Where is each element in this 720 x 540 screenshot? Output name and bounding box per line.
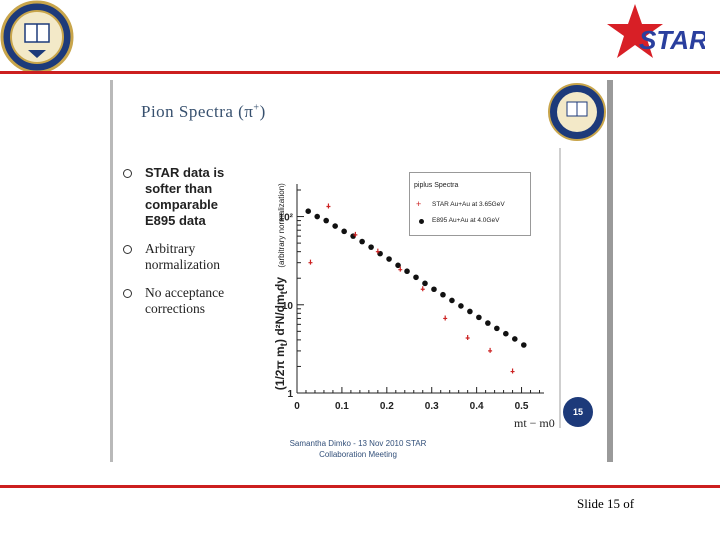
e895-data-point bbox=[422, 280, 428, 287]
x-tick-label: 0.4 bbox=[470, 401, 484, 412]
bullet-item: STAR data is softer than comparable E895… bbox=[123, 165, 251, 229]
y-tick-label: 10 bbox=[282, 301, 294, 312]
y-tick-label: 1 bbox=[287, 389, 293, 400]
star-data-point bbox=[326, 203, 331, 209]
e895-data-point bbox=[431, 286, 437, 293]
e895-data-point bbox=[413, 274, 419, 281]
bullet-item: No acceptance corrections bbox=[123, 285, 251, 317]
footer-divider bbox=[0, 485, 720, 488]
red-star-icon: STAR bbox=[607, 4, 708, 58]
legend-star-marker: + bbox=[416, 199, 422, 209]
slide-number: Slide 15 of bbox=[577, 496, 635, 511]
header-divider bbox=[0, 71, 720, 74]
e895-data-point bbox=[395, 262, 401, 269]
star-data-point bbox=[488, 347, 493, 353]
legend-entry: STAR Au+Au at 3.65GeV bbox=[432, 201, 505, 208]
star-data-point bbox=[398, 266, 403, 272]
slide-title: Pion Spectra (π+) bbox=[141, 102, 266, 121]
e895-data-point bbox=[368, 244, 374, 250]
e895-data-point bbox=[440, 291, 446, 298]
e895-data-point bbox=[314, 213, 321, 220]
star-data-point bbox=[465, 335, 470, 341]
chart-canvas: 0 0.1 0.2 0.3 0.4 0.5 1 10 10² mt − m0 bbox=[279, 184, 555, 428]
e895-data-point bbox=[386, 256, 392, 262]
e895-data-point bbox=[494, 325, 500, 332]
star-data-point bbox=[420, 286, 425, 292]
star-data-point bbox=[375, 248, 380, 254]
inner-seal-logo bbox=[548, 83, 606, 141]
star-data-point bbox=[510, 368, 515, 374]
e895-data-point bbox=[332, 223, 338, 229]
e895-data-point bbox=[476, 314, 482, 321]
x-tick-label: 0.5 bbox=[515, 401, 529, 412]
e895-data-point bbox=[305, 208, 312, 215]
bullet-item: Arbitrary normalization bbox=[123, 241, 251, 273]
x-tick-label: 0 bbox=[294, 401, 300, 412]
x-tick-label: 0.1 bbox=[335, 401, 349, 412]
legend-title: piplus Spectra bbox=[414, 182, 459, 189]
e895-data-point bbox=[467, 308, 473, 315]
chart-legend: piplus Spectra + STAR Au+Au at 3.65GeV E… bbox=[409, 172, 531, 236]
e895-data-point bbox=[323, 217, 329, 224]
legend-e895-marker bbox=[419, 219, 424, 224]
embedded-slide: Pion Spectra (π+) STAR data is softer th… bbox=[110, 80, 613, 462]
star-logo: STAR bbox=[605, 2, 708, 64]
university-seal-logo bbox=[0, 0, 74, 74]
slide-caption: Samantha Dimko - 13 Nov 2010 STAR Collab… bbox=[289, 439, 427, 459]
x-axis-label: mt − m0 bbox=[514, 416, 555, 428]
e895-data-point bbox=[485, 320, 491, 326]
bullet-circle-icon bbox=[123, 245, 132, 254]
star-data-point bbox=[353, 231, 358, 237]
y-tick-label: 10² bbox=[279, 213, 294, 224]
bullet-list: STAR data is softer than comparable E895… bbox=[123, 165, 251, 329]
bullet-circle-icon bbox=[123, 289, 132, 298]
legend-entry: E895 Au+Au at 4.0GeV bbox=[432, 217, 500, 224]
star-data-point bbox=[308, 259, 313, 265]
e895-data-point bbox=[404, 268, 410, 275]
e895-data-point bbox=[458, 303, 464, 309]
e895-data-point bbox=[520, 342, 527, 348]
e895-data-point bbox=[503, 330, 509, 337]
x-tick-label: 0.3 bbox=[425, 401, 439, 412]
svg-text:STAR: STAR bbox=[639, 25, 705, 55]
e895-data-point bbox=[449, 297, 455, 304]
slide-page-badge: 15 bbox=[563, 397, 593, 427]
e895-data-point bbox=[359, 238, 365, 245]
e895-data-point bbox=[341, 228, 347, 235]
star-data-point bbox=[443, 315, 448, 321]
x-tick-label: 0.2 bbox=[380, 401, 394, 412]
e895-data-point bbox=[512, 336, 518, 342]
bullet-circle-icon bbox=[123, 169, 132, 178]
